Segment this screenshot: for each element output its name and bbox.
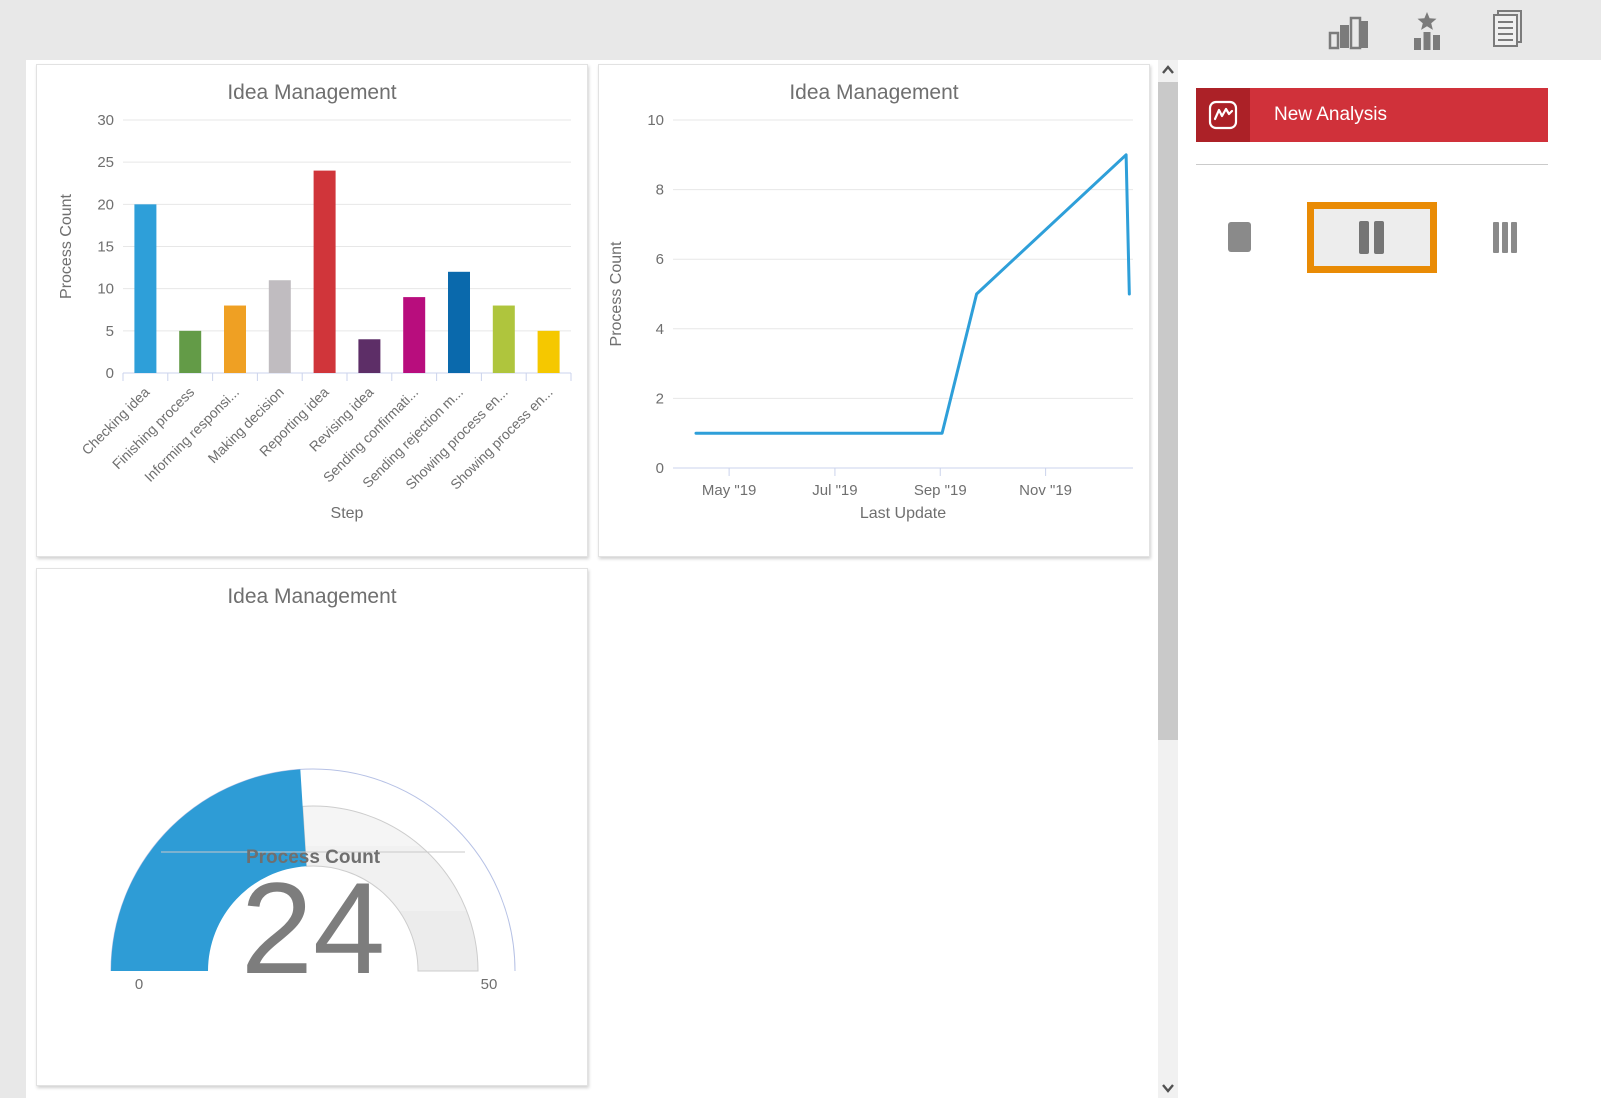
svg-text:Nov "19: Nov "19 — [1019, 482, 1072, 499]
right-panel: New Analysis — [1178, 60, 1601, 1098]
svg-text:Process Count: Process Count — [608, 241, 625, 346]
svg-text:0: 0 — [656, 460, 664, 477]
new-analysis-label: New Analysis — [1274, 104, 1387, 125]
svg-text:Making decision: Making decision — [205, 384, 287, 466]
svg-text:25: 25 — [97, 154, 114, 171]
scroll-up-button[interactable] — [1158, 60, 1178, 80]
bar-chart-card: Idea Management 0 5 10 15 20 25 30 Checking ide… — [36, 64, 588, 557]
svg-text:Step: Step — [331, 505, 364, 522]
svg-text:8: 8 — [656, 182, 664, 199]
svg-text:0: 0 — [106, 365, 114, 382]
svg-text:50: 50 — [481, 976, 498, 993]
chevron-down-icon — [1162, 1084, 1174, 1093]
line-chart-card: Idea Management 0 2 4 6 8 10 May "19 Jul "19 Sep… — [598, 64, 1150, 557]
svg-text:10: 10 — [97, 281, 114, 298]
vertical-scrollbar[interactable] — [1158, 60, 1178, 1098]
scrollbar-thumb[interactable] — [1158, 82, 1178, 740]
dashboard-content: Idea Management 0 5 10 15 20 25 30 Checking ide… — [26, 60, 1158, 1098]
svg-text:Jul "19: Jul "19 — [812, 482, 857, 499]
svg-text:2: 2 — [656, 390, 664, 407]
svg-text:Process Count: Process Count — [58, 193, 75, 298]
star-ranking-chart-icon[interactable] — [1403, 8, 1451, 52]
two-columns-icon — [1359, 220, 1369, 254]
svg-text:Finishing process: Finishing process — [109, 384, 197, 472]
gauge-chart-title: Idea Management — [227, 585, 397, 608]
layout-three-columns-button[interactable] — [1492, 221, 1517, 253]
line-chart-title: Idea Management — [789, 81, 959, 104]
gauge-chart-card: Idea Management Process Count 24 0 50 — [36, 568, 588, 1086]
svg-text:6: 6 — [656, 251, 664, 268]
svg-text:20: 20 — [97, 196, 114, 213]
column-chart-icon[interactable] — [1323, 8, 1371, 52]
line-chart-canvas[interactable]: 0 2 4 6 8 10 May "19 Jul "19 Sep "19 Nov "19 Last … — [599, 109, 1149, 554]
line-chart-icon — [1208, 100, 1238, 130]
new-analysis-button[interactable]: New Analysis — [1196, 88, 1548, 142]
svg-text:5: 5 — [106, 323, 114, 340]
svg-text:15: 15 — [97, 239, 114, 256]
svg-text:May "19: May "19 — [702, 482, 757, 499]
svg-text:Last Update: Last Update — [860, 505, 946, 522]
svg-text:Sep "19: Sep "19 — [914, 482, 967, 499]
svg-text:Process Count: Process Count — [246, 847, 381, 868]
one-column-icon — [1227, 222, 1251, 252]
svg-text:30: 30 — [97, 112, 114, 129]
svg-text:0: 0 — [135, 976, 143, 993]
svg-text:10: 10 — [647, 112, 664, 129]
svg-text:4: 4 — [656, 321, 664, 338]
layout-two-columns-button-selected[interactable] — [1306, 201, 1437, 273]
header-toolbar — [1323, 8, 1531, 52]
panel-divider — [1196, 164, 1548, 165]
three-columns-icon — [1492, 221, 1499, 253]
scroll-down-button[interactable] — [1158, 1078, 1178, 1098]
layout-one-column-button[interactable] — [1227, 222, 1251, 252]
new-analysis-icon-box — [1196, 88, 1250, 142]
svg-text:24: 24 — [241, 855, 386, 1001]
reports-icon[interactable] — [1483, 8, 1531, 52]
chevron-up-icon — [1162, 65, 1174, 74]
layout-switcher — [1196, 170, 1548, 304]
bar-chart-title: Idea Management — [227, 81, 397, 104]
